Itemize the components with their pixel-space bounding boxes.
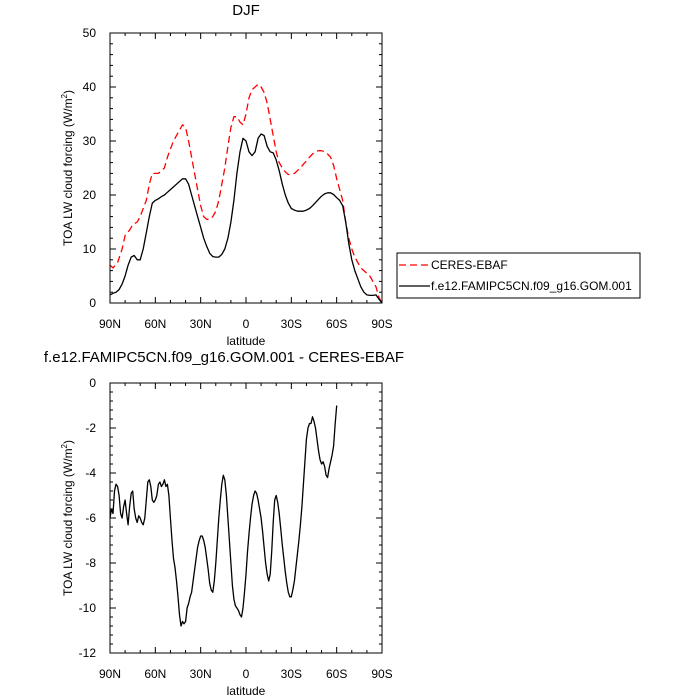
top-chart-frame (109, 32, 383, 304)
top-chart-xtick-label: 30S (281, 317, 302, 331)
top-chart-ytick-label: 20 (83, 188, 97, 202)
top-chart-ylabel-main: TOA LW cloud forcing (W/m (61, 98, 75, 246)
top-chart-xlabel: latitude (227, 334, 266, 348)
bottom-chart-ytick-label: -2 (85, 421, 96, 435)
top-chart-xtick-label: 90S (371, 317, 392, 331)
top-chart-xtick-label: 90N (99, 317, 121, 331)
top-chart: DJF 0 10 20 30 40 50 90N 60N 30N 0 30S 60S 90S lati… (60, 2, 641, 348)
bottom-chart-xtick-label: 60N (144, 667, 166, 681)
bottom-chart-ylabel-main: TOA LW cloud forcing (W/m (61, 448, 75, 596)
top-chart-ytick-label: 10 (83, 242, 97, 256)
bottom-chart-ytick-label: -12 (79, 646, 97, 660)
bottom-chart: f.e12.FAMIPC5CN.f09_g16.GOM.001 - CERES-… (44, 349, 404, 698)
legend-box (396, 252, 641, 299)
bottom-chart-series-0-line (109, 405, 338, 627)
bottom-chart-title: f.e12.FAMIPC5CN.f09_g16.GOM.001 - CERES-… (44, 349, 404, 366)
bottom-chart-ylabel-sup: 2 (60, 443, 69, 448)
top-chart-title: DJF (232, 2, 260, 19)
top-chart-ylabel-sup: 2 (60, 93, 69, 98)
bottom-chart-ytick-label: -8 (85, 556, 96, 570)
bottom-chart-xtick-label: 90S (371, 667, 392, 681)
top-chart-ylabel-close: ) (61, 90, 75, 94)
top-chart-legend: CERES-EBAF f.e12.FAMIPC5CN.f09_g16.GOM.0… (396, 252, 641, 299)
top-chart-series-0-line (109, 83, 383, 304)
bottom-chart-ytick-labels: 0 -2 -4 -6 -8 -10 -12 (79, 376, 97, 660)
top-chart-ytick-label: 40 (83, 80, 97, 94)
bottom-chart-xtick-label: 60S (326, 667, 347, 681)
top-chart-ticks (109, 32, 383, 304)
top-chart-xtick-label: 0 (243, 317, 250, 331)
top-chart-ytick-labels: 0 10 20 30 40 50 (83, 26, 97, 310)
bottom-chart-ytick-label: -6 (85, 511, 96, 525)
top-chart-ytick-label: 50 (83, 26, 97, 40)
bottom-chart-series-lines (109, 405, 338, 627)
bottom-chart-ytick-label: 0 (89, 376, 96, 390)
bottom-chart-xtick-label: 30N (190, 667, 212, 681)
top-chart-ytick-label: 0 (89, 296, 96, 310)
top-chart-xtick-labels: 90N 60N 30N 0 30S 60S 90S (99, 317, 393, 331)
top-chart-xtick-label: 30N (190, 317, 212, 331)
top-chart-ytick-label: 30 (83, 134, 97, 148)
bottom-chart-xtick-label: 90N (99, 667, 121, 681)
top-chart-xtick-label: 60S (326, 317, 347, 331)
bottom-chart-ytick-label: -10 (79, 601, 97, 615)
top-chart-xtick-label: 60N (144, 317, 166, 331)
bottom-chart-ytick-label: -4 (85, 466, 96, 480)
bottom-chart-ylabel-close: ) (61, 440, 75, 444)
bottom-chart-xlabel: latitude (227, 684, 266, 698)
top-chart-series-lines (109, 83, 383, 304)
bottom-chart-xtick-labels: 90N 60N 30N 0 30S 60S 90S (99, 667, 393, 681)
bottom-chart-xtick-label: 30S (281, 667, 302, 681)
bottom-chart-frame (109, 382, 383, 654)
legend-label-model: f.e12.FAMIPC5CN.f09_g16.GOM.001 (431, 279, 632, 293)
bottom-chart-ylabel: TOA LW cloud forcing (W/m2) (60, 440, 75, 596)
top-chart-ylabel: TOA LW cloud forcing (W/m2) (60, 90, 75, 246)
bottom-chart-xtick-label: 0 (243, 667, 250, 681)
bottom-chart-ticks (109, 382, 383, 654)
top-chart-series-1-line (109, 133, 383, 304)
legend-label-ceres: CERES-EBAF (431, 258, 508, 272)
